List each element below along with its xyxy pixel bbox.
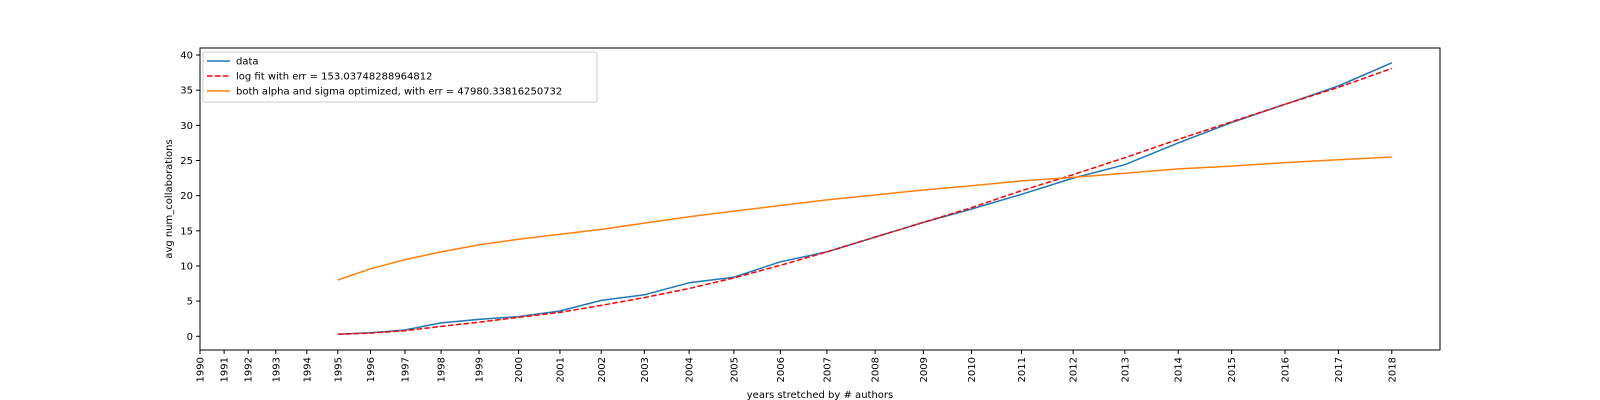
y-tick-label: 25: [180, 156, 193, 167]
y-tick-label: 15: [180, 226, 193, 237]
x-tick-label: 2004: [685, 357, 696, 382]
legend-label: both alpha and sigma optimized, with err…: [236, 87, 562, 98]
y-tick-label: 20: [180, 191, 193, 202]
x-tick-label: 1990: [196, 357, 207, 382]
y-tick-label: 5: [187, 297, 193, 308]
y-axis-label: avg num_collaborations: [164, 139, 175, 258]
x-tick-label: 1991: [220, 357, 231, 382]
y-tick-label: 10: [180, 261, 193, 272]
x-tick-label: 2009: [919, 357, 930, 382]
y-axis: 0 5 10 15 20 25 30 35 40: [180, 51, 200, 343]
y-tick-label: 35: [180, 86, 193, 97]
x-axis-label: years stretched by # authors: [747, 390, 893, 400]
plot-frame: [199, 47, 1441, 351]
legend-box: [202, 51, 598, 103]
x-tick-label: 2001: [555, 357, 566, 382]
x-tick-label: 1993: [271, 357, 282, 382]
x-tick-label: 2008: [871, 357, 882, 382]
x-tick-label: 2006: [776, 357, 787, 382]
y-tick-label: 40: [180, 51, 193, 62]
x-tick-label: 1996: [366, 357, 377, 382]
series-line-2: [337, 156, 1392, 281]
series-line-0: [337, 62, 1393, 335]
x-tick-label: 2007: [822, 357, 833, 382]
x-tick-label: 2017: [1334, 357, 1345, 382]
legend-label: log fit with err = 153.03748288964812: [236, 72, 433, 83]
x-tick-label: 1995: [333, 357, 344, 382]
x-tick-label: 1997: [400, 357, 411, 382]
x-tick-label: 1998: [437, 357, 448, 382]
x-tick-label: 2014: [1174, 357, 1185, 382]
y-tick-label: 30: [180, 121, 193, 132]
x-tick-label: 1992: [244, 357, 255, 382]
x-tick-label: 1994: [302, 357, 313, 382]
legend: data log fit with err = 153.0374828896481…: [202, 51, 598, 103]
y-tick-label: 0: [187, 332, 193, 343]
x-tick-label: 2000: [514, 357, 525, 382]
legend-label: data: [236, 57, 259, 68]
x-tick-label: 2003: [640, 357, 651, 382]
x-axis: 1990 1991 1992 1993 1994 1995 1996 1997 1998 1999…: [196, 350, 1398, 382]
x-tick-label: 2018: [1387, 357, 1398, 382]
x-tick-label: 2015: [1227, 357, 1238, 382]
x-tick-label: 2005: [729, 357, 740, 382]
x-tick-label: 2011: [1017, 357, 1028, 382]
x-tick-label: 2010: [967, 357, 978, 382]
x-tick-label: 2012: [1069, 357, 1080, 382]
series-layer: [337, 62, 1393, 335]
x-tick-label: 2002: [597, 357, 608, 382]
x-tick-label: 1999: [475, 357, 486, 382]
series-line-1: [337, 67, 1393, 335]
x-tick-label: 2013: [1120, 357, 1131, 382]
x-tick-label: 2016: [1281, 357, 1292, 382]
